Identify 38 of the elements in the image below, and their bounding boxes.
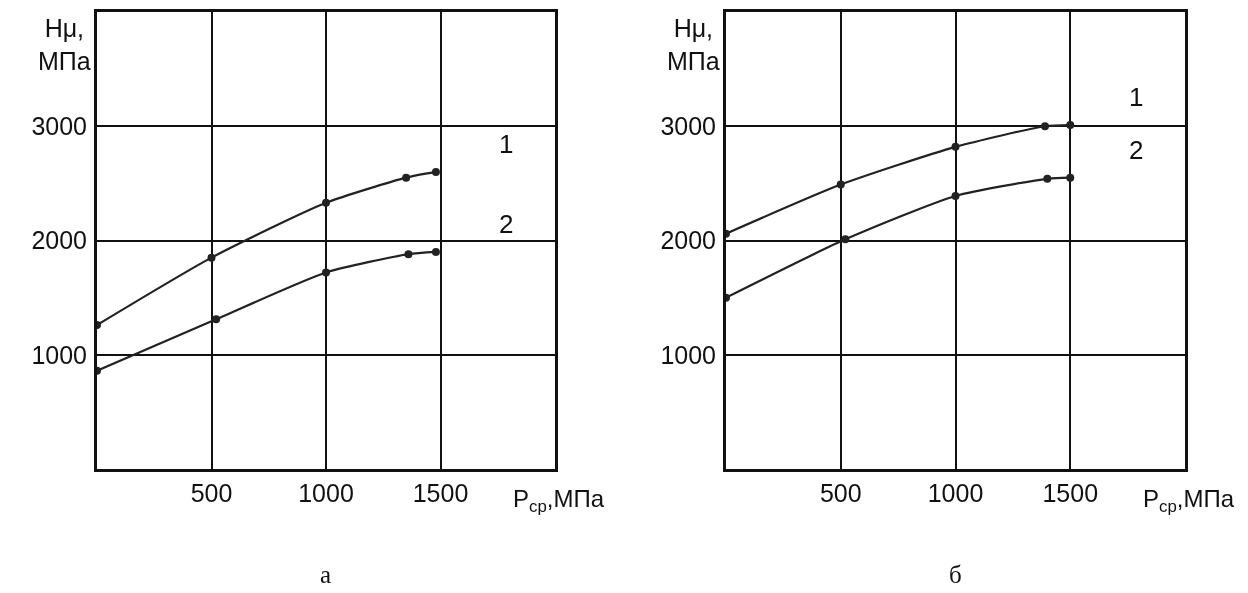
point	[951, 191, 960, 200]
point	[841, 235, 850, 244]
point	[1041, 122, 1049, 131]
x-axis-title: P$_{ср}$,МПа	[513, 485, 605, 517]
point	[431, 247, 440, 256]
point	[212, 315, 221, 324]
point	[1066, 121, 1075, 130]
x-tick-label: 1500	[412, 479, 469, 507]
text: а	[320, 561, 332, 588]
x-tick-label: 1000	[927, 479, 984, 507]
text: 1	[1129, 82, 1144, 112]
point	[404, 250, 413, 259]
x-axis-title: P$_{ср}$,МПа	[1143, 485, 1235, 517]
y-tick-label: 3000	[660, 112, 716, 140]
point	[836, 180, 845, 189]
y-tick-label: 1000	[660, 340, 716, 369]
text: 2	[1129, 135, 1144, 165]
point	[1066, 173, 1075, 182]
x-tick-label: 1500	[1042, 479, 1099, 507]
y-tick-label: 2000	[31, 226, 87, 255]
x-tick-label: 1000	[298, 479, 354, 507]
text: б	[949, 561, 962, 588]
point	[431, 167, 440, 176]
point	[1043, 174, 1052, 183]
point	[322, 268, 330, 277]
x-tick-label: 500	[819, 479, 862, 507]
text: 2	[499, 209, 514, 239]
y-tick-label: 1000	[31, 340, 87, 369]
y-axis-title: Hμ, МПа	[38, 14, 91, 75]
y-tick-label: 2000	[660, 226, 716, 255]
text: 1	[499, 129, 514, 159]
point	[207, 253, 216, 262]
point	[951, 142, 960, 151]
y-axis-title: Hμ, МПа	[667, 14, 720, 75]
point	[402, 173, 411, 182]
point	[322, 198, 330, 207]
y-tick-label: 3000	[31, 112, 87, 140]
x-tick-label: 500	[190, 479, 233, 507]
